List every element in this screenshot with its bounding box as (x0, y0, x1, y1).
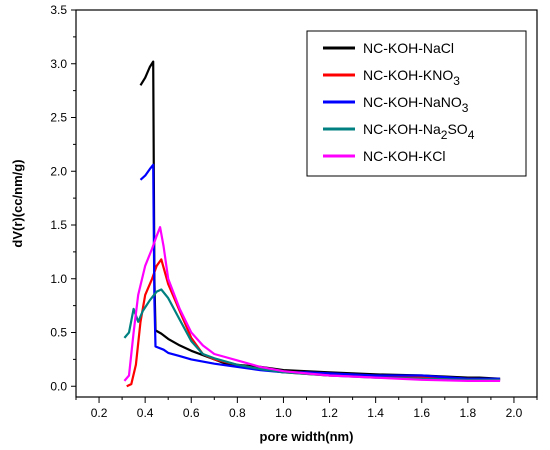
series-line-2 (126, 258, 501, 388)
x-tick-label: 2.0 (506, 406, 523, 420)
y-tick-label: 3.5 (50, 3, 67, 17)
x-tick-label: 1.8 (460, 406, 477, 420)
y-axis: 0.0 0.5 1.0 1.5 2.0 2.5 3.0 3.5 (50, 3, 76, 393)
legend-label: NC-KOH-KNO3 (363, 67, 460, 88)
y-axis-title: dV(r)(cc/nm/g) (10, 159, 25, 247)
series-line-5 (123, 226, 501, 382)
x-tick-label: 0.2 (91, 406, 108, 420)
legend: NC-KOH-NaCl NC-KOH-KNO3 NC-KOH-NaNO3 NC-KOH… (306, 30, 527, 177)
series-lines (123, 60, 501, 388)
legend-label: NC-KOH-Na2SO4 (363, 121, 475, 142)
y-tick-label: 1.0 (50, 272, 67, 286)
legend-label: NC-KOH-KCl (363, 148, 445, 164)
series-line-4 (123, 288, 501, 381)
x-tick-label: 1.0 (275, 406, 292, 420)
x-axis-title: pore width(nm) (260, 429, 354, 444)
y-tick-label: 3.0 (50, 57, 67, 71)
y-tick-label: 0.5 (50, 326, 67, 340)
x-axis: 0.2 0.4 0.6 0.8 1.0 1.2 1.4 1.6 1.8 2.0 (75, 397, 538, 420)
x-tick-label: 1.4 (367, 406, 384, 420)
x-tick-label: 1.2 (321, 406, 338, 420)
x-tick-label: 0.4 (137, 406, 154, 420)
y-tick-label: 1.5 (50, 218, 67, 232)
series-line-3 (139, 163, 501, 380)
y-tick-label: 0.0 (50, 379, 67, 393)
legend-label: NC-KOH-NaNO3 (363, 94, 469, 115)
x-tick-label: 1.6 (413, 406, 430, 420)
y-tick-label: 2.0 (50, 164, 67, 178)
legend-label: NC-KOH-NaCl (363, 40, 454, 56)
y-tick-label: 2.5 (50, 111, 67, 125)
x-tick-label: 0.6 (183, 406, 200, 420)
x-tick-label: 0.8 (229, 406, 246, 420)
